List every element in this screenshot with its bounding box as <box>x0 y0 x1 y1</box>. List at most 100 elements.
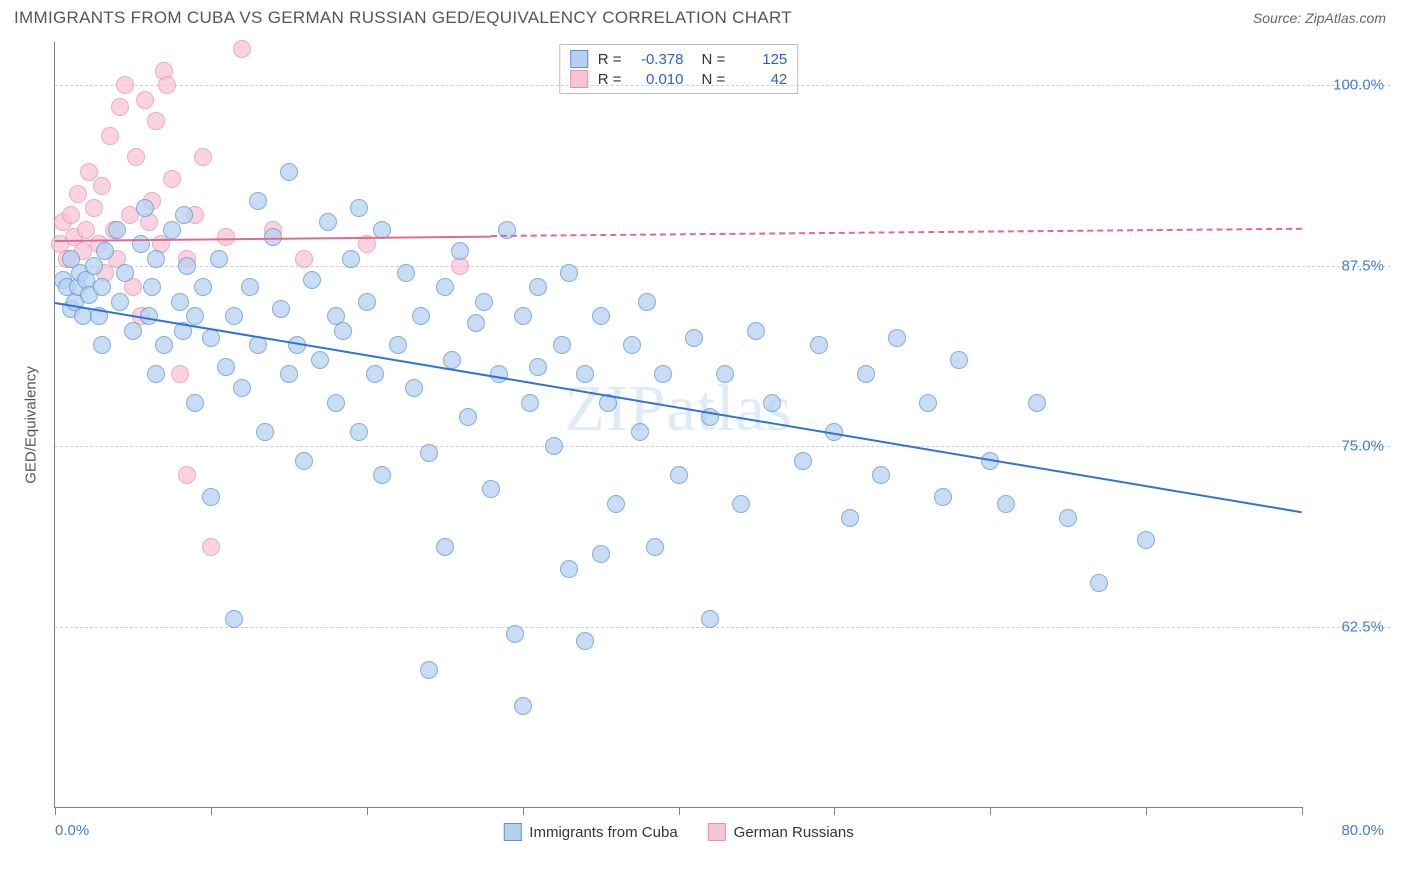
data-point <box>529 358 547 376</box>
data-point <box>1059 509 1077 527</box>
data-point <box>934 488 952 506</box>
data-point <box>592 307 610 325</box>
data-point <box>272 300 290 318</box>
data-point <box>155 336 173 354</box>
x-tick <box>1302 807 1303 815</box>
x-tick <box>523 807 524 815</box>
data-point <box>654 365 672 383</box>
data-point <box>327 394 345 412</box>
data-point <box>256 423 274 441</box>
data-point <box>631 423 649 441</box>
data-point <box>857 365 875 383</box>
data-point <box>108 221 126 239</box>
data-point <box>576 632 594 650</box>
legend-row: R =-0.378N =125 <box>570 49 788 69</box>
data-point <box>101 127 119 145</box>
data-point <box>225 610 243 628</box>
data-point <box>147 250 165 268</box>
data-point <box>358 293 376 311</box>
chart-area: GED/Equivalency ZIPatlas R =-0.378N =125… <box>14 36 1392 866</box>
data-point <box>373 466 391 484</box>
y-tick-label: 87.5% <box>1341 257 1384 274</box>
data-point <box>810 336 828 354</box>
data-point <box>638 293 656 311</box>
data-point <box>685 329 703 347</box>
data-point <box>747 322 765 340</box>
series-legend: Immigrants from Cuba German Russians <box>503 823 853 841</box>
gridline <box>55 446 1390 447</box>
data-point <box>147 112 165 130</box>
data-point <box>241 278 259 296</box>
data-point <box>623 336 641 354</box>
source-label: Source: ZipAtlas.com <box>1253 10 1386 26</box>
data-point <box>482 480 500 498</box>
data-point <box>467 314 485 332</box>
data-point <box>233 379 251 397</box>
x-axis-min-label: 0.0% <box>55 822 89 839</box>
data-point <box>143 278 161 296</box>
r-value: -0.378 <box>632 51 684 68</box>
data-point <box>136 199 154 217</box>
x-tick <box>367 807 368 815</box>
data-point <box>186 307 204 325</box>
data-point <box>225 307 243 325</box>
data-point <box>459 408 477 426</box>
data-point <box>186 394 204 412</box>
data-point <box>194 278 212 296</box>
gridline <box>55 266 1390 267</box>
data-point <box>295 250 313 268</box>
data-point <box>412 307 430 325</box>
data-point <box>93 177 111 195</box>
data-point <box>716 365 734 383</box>
data-point <box>514 307 532 325</box>
data-point <box>217 358 235 376</box>
data-point <box>111 98 129 116</box>
chart-title: IMMIGRANTS FROM CUBA VS GERMAN RUSSIAN G… <box>14 8 792 28</box>
data-point <box>136 91 154 109</box>
data-point <box>96 242 114 260</box>
data-point <box>233 40 251 58</box>
correlation-legend: R =-0.378N =125R =0.010N =42 <box>559 44 799 94</box>
data-point <box>451 242 469 260</box>
data-point <box>350 199 368 217</box>
data-point <box>646 538 664 556</box>
data-point <box>514 697 532 715</box>
data-point <box>420 444 438 462</box>
gridline <box>55 85 1390 86</box>
data-point <box>506 625 524 643</box>
data-point <box>350 423 368 441</box>
data-point <box>443 351 461 369</box>
data-point <box>147 365 165 383</box>
data-point <box>127 148 145 166</box>
y-tick-label: 100.0% <box>1333 77 1384 94</box>
x-tick <box>679 807 680 815</box>
data-point <box>732 495 750 513</box>
legend-item: German Russians <box>708 823 854 841</box>
gridline <box>55 627 1390 628</box>
data-point <box>1028 394 1046 412</box>
data-point <box>171 293 189 311</box>
legend-label: German Russians <box>734 824 854 841</box>
data-point <box>163 221 181 239</box>
data-point <box>249 192 267 210</box>
data-point <box>389 336 407 354</box>
data-point <box>93 278 111 296</box>
data-point <box>202 488 220 506</box>
legend-label: Immigrants from Cuba <box>529 824 677 841</box>
data-point <box>366 365 384 383</box>
data-point <box>202 329 220 347</box>
data-point <box>475 293 493 311</box>
watermark: ZIPatlas <box>565 371 793 447</box>
data-point <box>490 365 508 383</box>
legend-swatch <box>503 823 521 841</box>
data-point <box>116 264 134 282</box>
data-point <box>303 271 321 289</box>
data-point <box>670 466 688 484</box>
data-point <box>210 250 228 268</box>
data-point <box>919 394 937 412</box>
data-point <box>1090 574 1108 592</box>
data-point <box>116 76 134 94</box>
y-tick-label: 75.0% <box>1341 438 1384 455</box>
data-point <box>111 293 129 311</box>
data-point <box>202 538 220 556</box>
